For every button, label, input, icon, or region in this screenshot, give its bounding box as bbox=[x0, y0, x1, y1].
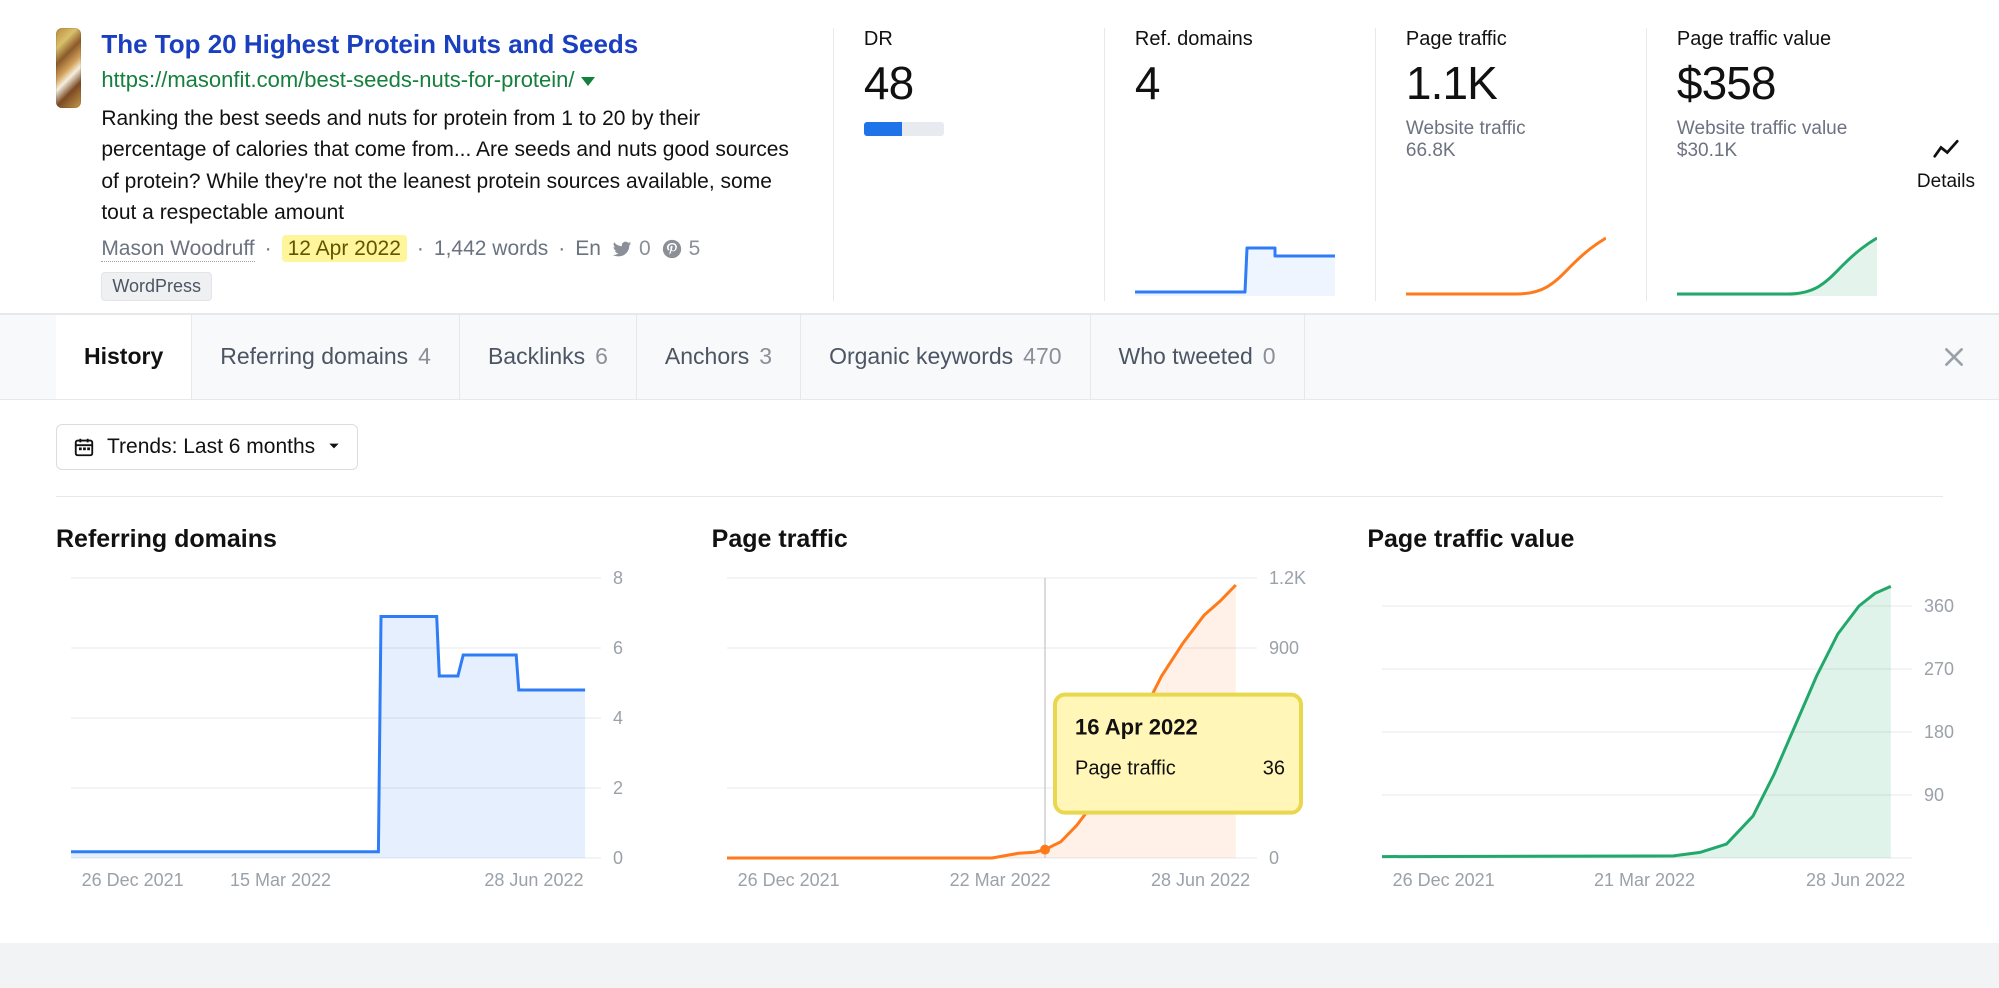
dr-bar bbox=[864, 122, 944, 136]
sparkline-ref-domains bbox=[1135, 226, 1345, 301]
result-title: The Top 20 Highest Protein Nuts and Seed… bbox=[101, 28, 803, 61]
details-icon[interactable] bbox=[1931, 135, 1961, 165]
svg-text:1.2K: 1.2K bbox=[1269, 568, 1306, 588]
result-author[interactable]: Mason Woodruff bbox=[101, 237, 254, 262]
pinterest-icon bbox=[661, 238, 683, 260]
metric-ptv-label: Page traffic value bbox=[1677, 28, 1887, 51]
svg-text:270: 270 bbox=[1924, 659, 1954, 679]
svg-text:28 Jun 2022: 28 Jun 2022 bbox=[1151, 870, 1250, 890]
svg-text:0: 0 bbox=[613, 848, 623, 868]
svg-text:180: 180 bbox=[1924, 722, 1954, 742]
trends-range-dropdown[interactable]: Trends: Last 6 months bbox=[56, 424, 358, 470]
metric-dr: DR 48 bbox=[864, 28, 1074, 301]
svg-text:26 Dec 2021: 26 Dec 2021 bbox=[1393, 870, 1495, 890]
metric-pt-value: 1.1K bbox=[1406, 57, 1616, 110]
metric-pt-sub: Website traffic 66.8K bbox=[1406, 118, 1616, 162]
svg-text:26 Dec 2021: 26 Dec 2021 bbox=[737, 870, 839, 890]
result-meta: Mason Woodruff 12 Apr 2022 1,442 words E… bbox=[101, 237, 803, 262]
result-date-highlight: 12 Apr 2022 bbox=[282, 235, 407, 262]
svg-text:28 Jun 2022: 28 Jun 2022 bbox=[1806, 870, 1905, 890]
svg-text:22 Mar 2022: 22 Mar 2022 bbox=[949, 870, 1050, 890]
chart-page-traffic-value[interactable]: 9018027036026 Dec 202121 Mar 202228 Jun … bbox=[1367, 568, 1943, 903]
trends-range-label: Trends: Last 6 months bbox=[107, 435, 315, 459]
metric-page-traffic-value: Page traffic value $358 Website traffic … bbox=[1677, 28, 1887, 301]
metric-page-traffic: Page traffic 1.1K Website traffic 66.8K bbox=[1406, 28, 1616, 301]
chart-page-traffic[interactable]: 03009001.2K26 Dec 202122 Mar 202228 Jun … bbox=[712, 568, 1288, 903]
metric-pt-label: Page traffic bbox=[1406, 28, 1616, 51]
tab-count: 470 bbox=[1023, 343, 1061, 370]
close-panel-icon[interactable] bbox=[1933, 315, 1975, 399]
metric-rd-label: Ref. domains bbox=[1135, 28, 1345, 51]
svg-text:2: 2 bbox=[613, 778, 623, 798]
svg-text:Page traffic: Page traffic bbox=[1075, 757, 1176, 779]
tab-count: 6 bbox=[595, 343, 608, 370]
sparkline-page-traffic-value bbox=[1677, 226, 1887, 301]
svg-text:15 Mar 2022: 15 Mar 2022 bbox=[230, 870, 331, 890]
svg-text:4: 4 bbox=[613, 708, 623, 728]
svg-text:8: 8 bbox=[613, 568, 623, 588]
tab-anchors[interactable]: Anchors 3 bbox=[637, 315, 801, 399]
svg-text:26 Dec 2021: 26 Dec 2021 bbox=[82, 870, 184, 890]
tab-backlinks[interactable]: Backlinks 6 bbox=[460, 315, 637, 399]
calendar-icon bbox=[73, 436, 95, 458]
tab-count: 3 bbox=[759, 343, 772, 370]
tab-who-tweeted[interactable]: Who tweeted 0 bbox=[1091, 315, 1305, 399]
svg-text:360: 360 bbox=[1924, 596, 1954, 616]
platform-chip: WordPress bbox=[101, 272, 212, 301]
tab-label: Referring domains bbox=[220, 343, 408, 370]
metric-dr-label: DR bbox=[864, 28, 1074, 51]
tab-history[interactable]: History bbox=[56, 315, 192, 399]
chart-title-page-traffic: Page traffic bbox=[712, 525, 1288, 554]
twitter-count: 0 bbox=[611, 237, 651, 261]
result-title-link[interactable]: The Top 20 Highest Protein Nuts and Seed… bbox=[101, 29, 638, 59]
metric-rd-value: 4 bbox=[1135, 57, 1345, 110]
tab-label: History bbox=[84, 343, 163, 370]
metric-ptv-value: $358 bbox=[1677, 57, 1887, 110]
sparkline-page-traffic bbox=[1406, 226, 1616, 301]
tab-referring-domains[interactable]: Referring domains 4 bbox=[192, 315, 460, 399]
twitter-icon bbox=[611, 238, 633, 260]
tab-label: Who tweeted bbox=[1119, 343, 1253, 370]
result-url[interactable]: https://masonfit.com/best-seeds-nuts-for… bbox=[101, 67, 574, 93]
result-language: En bbox=[558, 237, 601, 261]
url-menu-caret-icon[interactable] bbox=[581, 77, 595, 86]
result-wordcount: 1,442 words bbox=[417, 237, 548, 261]
metric-ptv-sub: Website traffic value $30.1K bbox=[1677, 118, 1887, 162]
svg-text:16 Apr 2022: 16 Apr 2022 bbox=[1075, 714, 1198, 739]
details-link[interactable]: Details bbox=[1917, 171, 1975, 193]
tab-count: 4 bbox=[418, 343, 431, 370]
svg-text:6: 6 bbox=[613, 638, 623, 658]
chevron-down-icon bbox=[327, 435, 341, 459]
svg-text:21 Mar 2022: 21 Mar 2022 bbox=[1594, 870, 1695, 890]
svg-text:36: 36 bbox=[1262, 757, 1284, 779]
tab-organic-keywords[interactable]: Organic keywords 470 bbox=[801, 315, 1090, 399]
tab-count: 0 bbox=[1263, 343, 1276, 370]
tab-label: Organic keywords bbox=[829, 343, 1013, 370]
tab-label: Anchors bbox=[665, 343, 749, 370]
svg-text:28 Jun 2022: 28 Jun 2022 bbox=[484, 870, 583, 890]
result-thumbnail bbox=[56, 28, 81, 108]
detail-tabs: History Referring domains 4 Backlinks 6 Ancho… bbox=[0, 315, 1999, 399]
chart-ref-domains[interactable]: 0 2 4 6 8 26 Dec 2021 15 Mar 2022 28 Jun 2022 bbox=[56, 568, 632, 903]
metric-dr-value: 48 bbox=[864, 57, 1074, 110]
svg-text:900: 900 bbox=[1269, 638, 1299, 658]
chart-title-ref-domains: Referring domains bbox=[56, 525, 632, 554]
svg-text:0: 0 bbox=[1269, 848, 1279, 868]
svg-text:90: 90 bbox=[1924, 785, 1944, 805]
chart-title-page-traffic-value: Page traffic value bbox=[1367, 525, 1943, 554]
pinterest-count: 5 bbox=[661, 237, 701, 261]
metric-ref-domains: Ref. domains 4 bbox=[1135, 28, 1345, 301]
result-description: Ranking the best seeds and nuts for prot… bbox=[101, 103, 803, 229]
tab-label: Backlinks bbox=[488, 343, 585, 370]
